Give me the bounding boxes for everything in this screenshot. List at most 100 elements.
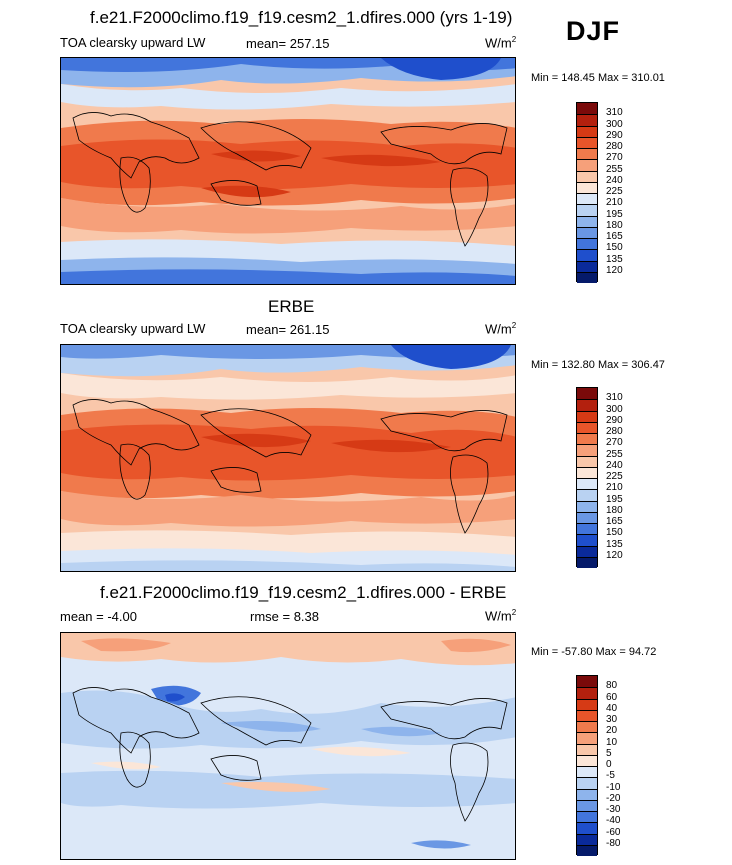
colorbar-tick-label: 290 xyxy=(606,129,623,141)
colorbar-tick-label: 150 xyxy=(606,242,623,254)
colorbar-tick-label: 240 xyxy=(606,174,623,186)
panel1-colorbar xyxy=(576,102,598,283)
colorbar-tick-label: 240 xyxy=(606,459,623,471)
colorbar-swatch xyxy=(577,204,597,216)
colorbar-swatch xyxy=(577,788,597,800)
colorbar-tick-label: -80 xyxy=(606,837,621,849)
colorbar-tick-label: 225 xyxy=(606,471,623,482)
panel2-colorbar xyxy=(576,387,598,568)
colorbar-swatch xyxy=(577,556,597,568)
colorbar-swatch xyxy=(577,410,597,422)
colorbar-swatch xyxy=(577,181,597,193)
colorbar-tick-label: 10 xyxy=(606,736,618,748)
colorbar-tick-label: 80 xyxy=(606,680,618,692)
colorbar-tick-label: 135 xyxy=(606,253,623,265)
panel1-map xyxy=(60,57,516,285)
colorbar-swatch xyxy=(577,500,597,512)
colorbar-swatch xyxy=(577,114,597,126)
colorbar-swatch xyxy=(577,271,597,283)
colorbar-tick-label: 30 xyxy=(606,714,618,725)
colorbar-tick-label: -20 xyxy=(606,792,621,804)
colorbar-swatch xyxy=(577,687,597,699)
colorbar-tick-label: 300 xyxy=(606,403,623,415)
colorbar-swatch xyxy=(577,136,597,148)
colorbar-swatch xyxy=(577,676,597,688)
colorbar-tick-label: -5 xyxy=(606,770,615,782)
colorbar-swatch xyxy=(577,433,597,445)
colorbar-swatch xyxy=(577,421,597,433)
colorbar-tick-label: 210 xyxy=(606,482,623,494)
colorbar-tick-label: 180 xyxy=(606,219,623,231)
colorbar-tick-label: 225 xyxy=(606,186,623,197)
panel2-map xyxy=(60,344,516,572)
panel3-field xyxy=(61,633,515,859)
colorbar-swatch xyxy=(577,170,597,182)
colorbar-tick-label: 280 xyxy=(606,426,623,437)
colorbar-swatch xyxy=(577,489,597,501)
colorbar-tick-label: 165 xyxy=(606,231,623,242)
panel2-mean: mean= 261.15 xyxy=(246,322,330,337)
colorbar-swatch xyxy=(577,260,597,272)
colorbar-tick-label: 60 xyxy=(606,691,618,703)
panel3-title: f.e21.F2000climo.f19_f19.cesm2_1.dfires.… xyxy=(100,583,507,602)
panel2-field xyxy=(61,345,515,571)
panel2-variable-label: TOA clearsky upward LW xyxy=(60,321,206,336)
colorbar-tick-label: 210 xyxy=(606,197,623,209)
colorbar-swatch xyxy=(577,159,597,171)
colorbar-tick-label: 20 xyxy=(606,725,618,737)
colorbar-tick-label: 310 xyxy=(606,107,623,119)
colorbar-swatch xyxy=(577,103,597,115)
panel1-variable-label: TOA clearsky upward LW xyxy=(60,35,206,50)
panel1-mean: mean= 257.15 xyxy=(246,36,330,51)
colorbar-tick-label: 135 xyxy=(606,538,623,550)
colorbar-tick-label: 290 xyxy=(606,414,623,426)
colorbar-tick-label: 180 xyxy=(606,504,623,516)
colorbar-tick-label: 300 xyxy=(606,118,623,130)
colorbar-swatch xyxy=(577,766,597,778)
colorbar-tick-label: 150 xyxy=(606,527,623,539)
colorbar-swatch xyxy=(577,799,597,811)
colorbar-tick-label: 165 xyxy=(606,516,623,527)
colorbar-swatch xyxy=(577,399,597,411)
colorbar-tick-label: 255 xyxy=(606,448,623,460)
colorbar-swatch xyxy=(577,822,597,834)
colorbar-tick-label: 280 xyxy=(606,141,623,152)
colorbar-tick-label: -60 xyxy=(606,826,621,838)
colorbar-tick-label: 195 xyxy=(606,493,623,505)
colorbar-swatch xyxy=(577,388,597,400)
colorbar-tick-label: 270 xyxy=(606,437,623,449)
panel2-units: W/m2 xyxy=(485,321,517,337)
colorbar-tick-label: 0 xyxy=(606,759,612,770)
panel3-rmse: rmse = 8.38 xyxy=(250,609,320,624)
season-label: DJF xyxy=(566,16,621,46)
colorbar-swatch xyxy=(577,193,597,205)
colorbar-tick-label: 195 xyxy=(606,208,623,220)
colorbar-swatch xyxy=(577,732,597,744)
colorbar-tick-label: 40 xyxy=(606,702,618,714)
panel1-units: W/m2 xyxy=(485,35,517,51)
colorbar-tick-label: 5 xyxy=(606,747,612,759)
colorbar-swatch xyxy=(577,777,597,789)
colorbar-swatch xyxy=(577,534,597,546)
colorbar-tick-label: 255 xyxy=(606,163,623,175)
colorbar-swatch xyxy=(577,238,597,250)
colorbar-tick-label: 270 xyxy=(606,152,623,164)
colorbar-swatch xyxy=(577,811,597,823)
colorbar-swatch xyxy=(577,455,597,467)
panel1-minmax: Min = 148.45 Max = 310.01 xyxy=(531,72,665,84)
colorbar-swatch xyxy=(577,709,597,721)
colorbar-swatch xyxy=(577,466,597,478)
panel1-title: f.e21.F2000climo.f19_f19.cesm2_1.dfires.… xyxy=(90,8,513,27)
panel3-units: W/m2 xyxy=(485,608,517,624)
colorbar-swatch xyxy=(577,523,597,535)
panel3-minmax: Min = -57.80 Max = 94.72 xyxy=(531,646,657,658)
colorbar-tick-label: -40 xyxy=(606,815,621,827)
colorbar-swatch xyxy=(577,148,597,160)
colorbar-swatch xyxy=(577,754,597,766)
colorbar-swatch xyxy=(577,844,597,856)
colorbar-swatch xyxy=(577,444,597,456)
colorbar-tick-label: 120 xyxy=(606,264,623,276)
panel2-minmax: Min = 132.80 Max = 306.47 xyxy=(531,359,665,371)
colorbar-tick-label: 310 xyxy=(606,392,623,404)
panel3-colorbar xyxy=(576,675,598,856)
